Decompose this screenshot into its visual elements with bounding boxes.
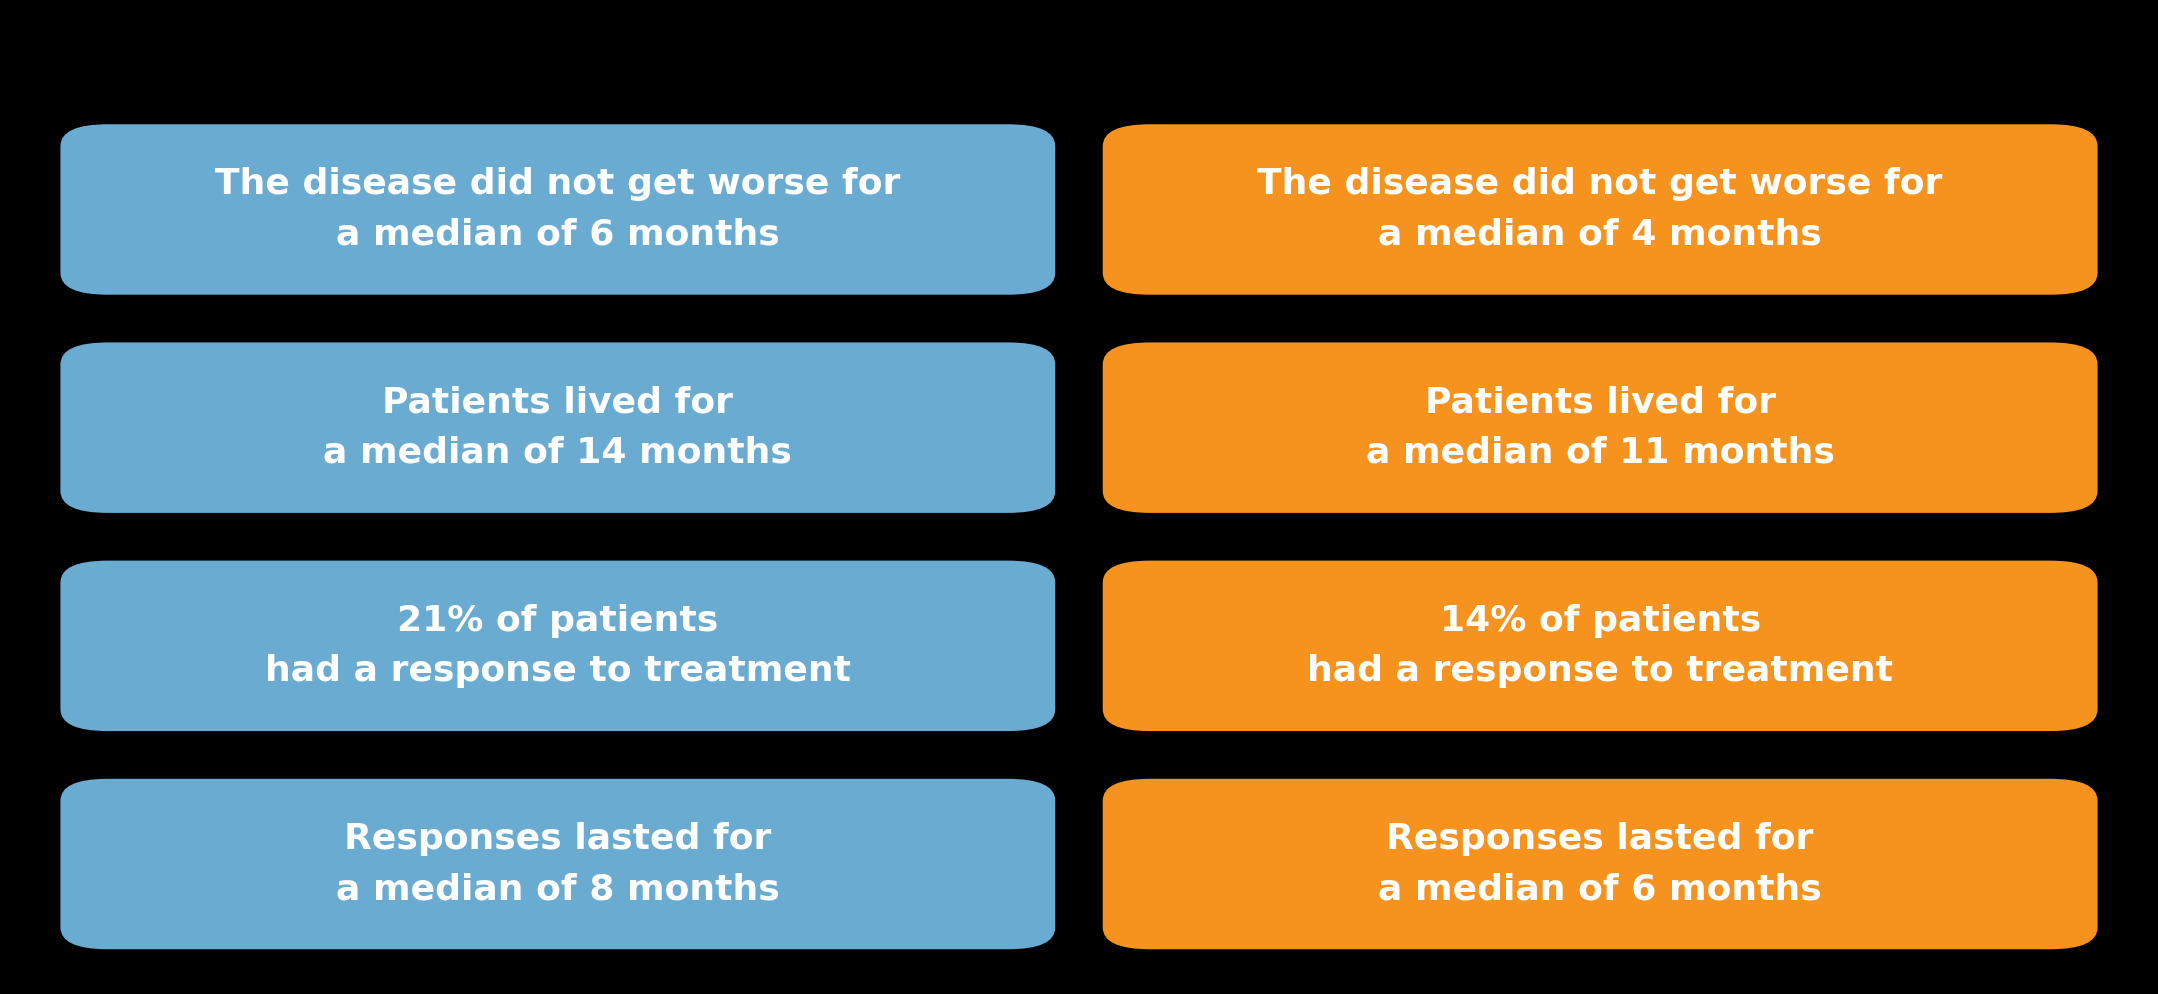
FancyBboxPatch shape [1103, 778, 2098, 949]
Text: The disease did not get worse for
a median of 4 months: The disease did not get worse for a medi… [1258, 167, 1942, 251]
FancyBboxPatch shape [60, 778, 1055, 949]
Text: Patients lived for
a median of 14 months: Patients lived for a median of 14 months [324, 386, 792, 470]
Text: 14% of patients
had a response to treatment: 14% of patients had a response to treatm… [1308, 603, 1893, 688]
FancyBboxPatch shape [60, 124, 1055, 294]
Text: Responses lasted for
a median of 8 months: Responses lasted for a median of 8 month… [337, 822, 779, 907]
FancyBboxPatch shape [60, 561, 1055, 731]
FancyBboxPatch shape [1103, 561, 2098, 731]
FancyBboxPatch shape [1103, 342, 2098, 513]
FancyBboxPatch shape [60, 342, 1055, 513]
FancyBboxPatch shape [1103, 124, 2098, 294]
Text: The disease did not get worse for
a median of 6 months: The disease did not get worse for a medi… [216, 167, 900, 251]
Text: Patients lived for
a median of 11 months: Patients lived for a median of 11 months [1366, 386, 1834, 470]
Text: 21% of patients
had a response to treatment: 21% of patients had a response to treatm… [265, 603, 850, 688]
Text: Responses lasted for
a median of 6 months: Responses lasted for a median of 6 month… [1379, 822, 1821, 907]
